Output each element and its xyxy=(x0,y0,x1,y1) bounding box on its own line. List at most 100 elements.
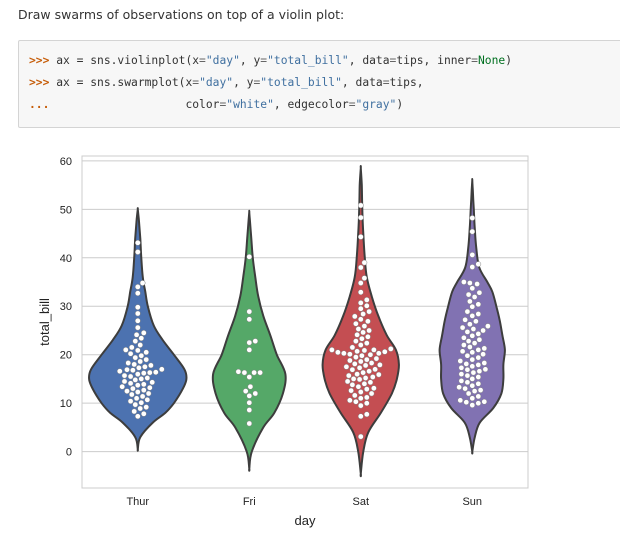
swarm-point xyxy=(363,400,370,407)
swarm-point xyxy=(130,385,136,392)
swarm-point xyxy=(365,333,371,340)
swarm-point xyxy=(119,383,126,390)
swarm-point xyxy=(348,387,354,394)
swarm-point xyxy=(363,411,370,418)
swarm-point xyxy=(361,275,368,281)
swarm-point xyxy=(134,290,141,297)
swarm-point xyxy=(469,356,476,363)
x-tick-label: Fri xyxy=(243,496,256,508)
swarm-point xyxy=(134,239,141,246)
swarm-point xyxy=(360,369,366,376)
swarm-point xyxy=(363,297,370,303)
swarm-point xyxy=(360,311,366,317)
swarm-point xyxy=(464,352,471,359)
swarm-point xyxy=(140,330,147,336)
swarm-point xyxy=(469,395,476,402)
code-token: = xyxy=(471,54,478,67)
swarm-point xyxy=(355,326,362,332)
swarm-point xyxy=(362,362,369,369)
swarm-point xyxy=(375,371,382,378)
swarm-point xyxy=(142,363,148,370)
swarm-point xyxy=(144,375,151,381)
x-tick-label: Sat xyxy=(352,496,369,508)
swarm-point xyxy=(461,279,467,285)
swarm-point xyxy=(158,366,165,373)
swarm-point xyxy=(134,324,141,331)
swarm-point xyxy=(335,349,341,356)
swarm-point xyxy=(241,369,248,376)
swarm-point xyxy=(246,339,253,346)
code-line-3: ... color="white", edgecolor="gray") xyxy=(29,98,403,111)
y-tick-label: 0 xyxy=(66,447,72,459)
code-token: = xyxy=(219,98,227,111)
swarm-point xyxy=(145,390,152,397)
swarm-point xyxy=(464,379,471,386)
code-prompt: ... xyxy=(29,98,50,111)
swarm-point xyxy=(146,384,153,391)
code-token: = xyxy=(389,54,397,67)
swarm-point xyxy=(363,386,370,392)
swarm-point xyxy=(127,373,134,380)
swarm-point xyxy=(353,338,359,344)
swarm-point xyxy=(246,374,253,380)
swarm-point xyxy=(353,398,359,405)
swarm-point xyxy=(469,264,476,270)
swarm-point xyxy=(471,294,478,300)
swarm-point xyxy=(235,368,242,375)
swarm-point xyxy=(469,252,476,258)
swarm-point xyxy=(252,390,259,397)
swarm-point xyxy=(475,311,482,317)
swarm-point xyxy=(357,202,364,209)
swarm-point xyxy=(357,358,364,365)
code-token: ax = sns.swarmplot(x xyxy=(56,76,193,89)
swarm-point xyxy=(457,358,464,364)
swarm-point xyxy=(371,385,377,392)
swarm-point xyxy=(465,390,472,397)
x-tick-label: Sun xyxy=(462,496,482,508)
swarm-point xyxy=(381,348,388,355)
swarm-point xyxy=(481,398,488,405)
swarm-point xyxy=(133,395,140,402)
code-token: , y xyxy=(239,54,261,67)
swarm-point xyxy=(134,389,141,395)
swarm-point xyxy=(470,326,477,332)
swarm-point xyxy=(121,378,128,385)
code-prompt: >>> xyxy=(29,54,50,67)
swarm-point xyxy=(242,388,249,394)
code-token: , data xyxy=(341,76,383,89)
swarm-point xyxy=(475,400,482,407)
swarm-point xyxy=(464,329,471,335)
swarm-point xyxy=(134,371,141,377)
swarm-point xyxy=(137,342,144,348)
swarm-point xyxy=(140,387,147,393)
swarm-point xyxy=(467,280,473,286)
swarm-point xyxy=(462,385,468,392)
swarm-point xyxy=(372,366,378,373)
y-tick-label: 40 xyxy=(60,253,72,265)
code-token: ) xyxy=(505,54,513,67)
swarm-point xyxy=(368,360,375,366)
swarm-point xyxy=(482,366,489,373)
swarm-point xyxy=(139,280,146,286)
swarm-point xyxy=(467,298,473,305)
swarm-point xyxy=(137,405,144,412)
swarm-point xyxy=(140,410,147,417)
code-string: "day" xyxy=(199,76,234,89)
swarm-point xyxy=(355,383,362,390)
code-token: tips, xyxy=(389,76,424,89)
swarm-point xyxy=(467,321,473,328)
swarm-point xyxy=(247,383,254,390)
y-tick-label: 60 xyxy=(60,156,72,168)
swarm-point xyxy=(138,335,145,342)
swarm-point xyxy=(349,366,356,373)
swarm-point xyxy=(363,356,370,363)
swarm-point xyxy=(252,338,259,344)
swarm-point xyxy=(474,281,480,287)
code-token: tips, inner xyxy=(396,54,472,67)
swarm-point xyxy=(139,393,146,400)
y-tick-label: 20 xyxy=(60,350,72,362)
swarm-point xyxy=(357,280,364,286)
swarm-point xyxy=(357,214,364,221)
swarm-point xyxy=(359,352,365,359)
swarm-point xyxy=(149,379,156,386)
